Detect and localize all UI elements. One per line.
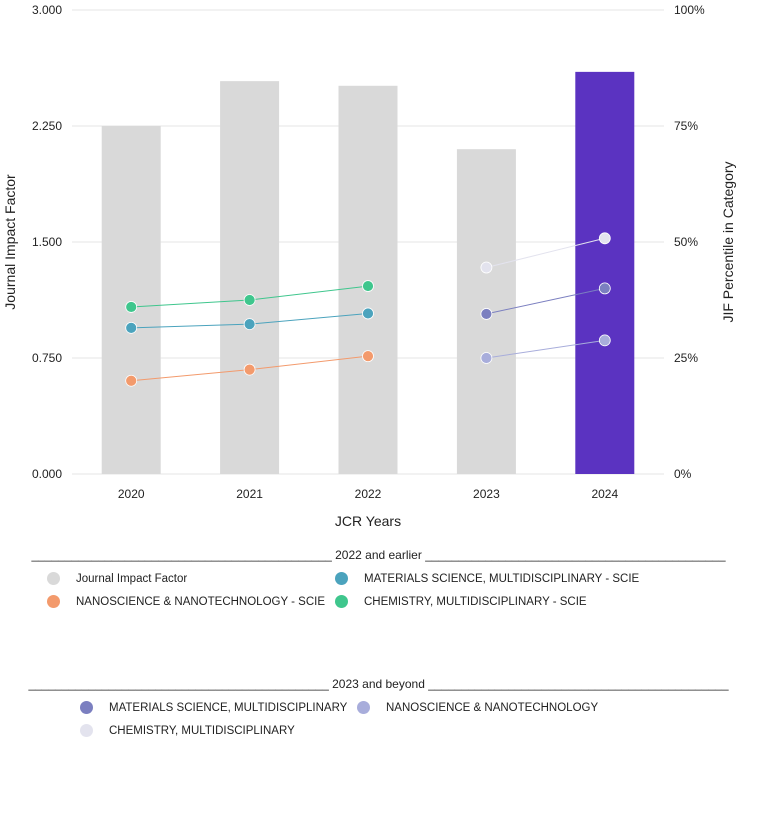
series-point-1-2022 bbox=[362, 350, 374, 363]
legend-swatch-materials-science-scie bbox=[335, 572, 348, 585]
y-right-tick-label: 100% bbox=[674, 3, 705, 17]
x-axis-title: JCR Years bbox=[335, 513, 401, 529]
series-point-0-2020 bbox=[125, 321, 138, 334]
series-point-1-2021 bbox=[243, 363, 256, 376]
series-point-4-2024 bbox=[598, 334, 611, 347]
legend-label-chemistry: CHEMISTRY, MULTIDISCIPLINARY bbox=[109, 724, 295, 737]
legend-item-chemistry[interactable]: CHEMISTRY, MULTIDISCIPLINARY bbox=[80, 724, 295, 737]
legend-item-chemistry-scie[interactable]: CHEMISTRY, MULTIDISCIPLINARY - SCIE bbox=[335, 595, 587, 608]
bar-jif-2024 bbox=[575, 71, 635, 474]
jif-chart: 0.000 0% 0.750 25% 1.500 50% 2.250 75% 3.000 100%… bbox=[2, 3, 736, 529]
y-tick-label: 2.250 bbox=[32, 119, 62, 133]
y-tick-label: 3.000 bbox=[32, 3, 62, 17]
series-point-2-2020 bbox=[125, 301, 138, 313]
legend-label-nanoscience-scie: NANOSCIENCE & NANOTECHNOLOGY - SCIE bbox=[76, 595, 325, 608]
legend-item-materials-science-scie[interactable]: MATERIALS SCIENCE, MULTIDISCIPLINARY - S… bbox=[335, 572, 639, 585]
series-point-2-2022 bbox=[362, 280, 374, 292]
y-tick-label: 1.500 bbox=[32, 235, 62, 249]
series-line-3 bbox=[486, 287, 605, 315]
legend-item-nanoscience-scie[interactable]: NANOSCIENCE & NANOTECHNOLOGY - SCIE bbox=[47, 595, 325, 608]
series-point-1-2020 bbox=[125, 374, 138, 387]
legend-label-materials-science-scie: MATERIALS SCIENCE, MULTIDISCIPLINARY - S… bbox=[364, 572, 640, 585]
legend-swatch-jif bbox=[47, 572, 60, 585]
legend-swatch-nanoscience bbox=[357, 701, 370, 714]
legend-item-materials-science[interactable]: MATERIALS SCIENCE, MULTIDISCIPLINARY bbox=[80, 701, 347, 714]
series-point-0-2022 bbox=[362, 307, 374, 320]
x-tick-label: 2023 bbox=[473, 487, 500, 501]
y-axis-title: Journal Impact Factor bbox=[2, 174, 18, 310]
legend-swatch-nanoscience-scie bbox=[47, 595, 60, 608]
y-tick-label: 0.750 bbox=[32, 351, 62, 365]
legend-item-jif[interactable]: Journal Impact Factor bbox=[47, 572, 187, 585]
x-tick-label: 2021 bbox=[236, 487, 263, 501]
legend-heading-2023-and-beyond: ________________________________________… bbox=[28, 677, 729, 691]
legend-label-materials-science: MATERIALS SCIENCE, MULTIDISCIPLINARY bbox=[109, 701, 348, 714]
bar-jif-2020 bbox=[101, 126, 161, 474]
y-right-tick-label: 75% bbox=[674, 119, 698, 133]
series-line-4 bbox=[486, 339, 605, 359]
legend-label-chemistry-scie: CHEMISTRY, MULTIDISCIPLINARY - SCIE bbox=[364, 595, 587, 608]
y-right-tick-label: 25% bbox=[674, 351, 698, 365]
y-tick-label: 0.000 bbox=[32, 467, 62, 481]
bar-jif-2021 bbox=[220, 81, 280, 474]
x-tick-label: 2022 bbox=[355, 487, 382, 501]
series-point-2-2021 bbox=[243, 294, 256, 306]
legend-item-nanoscience[interactable]: NANOSCIENCE & NANOTECHNOLOGY bbox=[357, 701, 598, 714]
legend-heading-2022-and-earlier: ________________________________________… bbox=[31, 548, 726, 562]
x-tick-label: 2020 bbox=[118, 487, 145, 501]
series-point-5-2023 bbox=[480, 261, 493, 274]
series-point-3-2023 bbox=[480, 308, 493, 320]
series-line-5 bbox=[486, 237, 605, 269]
legend-label-nanoscience: NANOSCIENCE & NANOTECHNOLOGY bbox=[386, 701, 599, 714]
legend-swatch-materials-science bbox=[80, 701, 93, 714]
legend-swatch-chemistry-scie bbox=[335, 595, 348, 608]
x-tick-label: 2024 bbox=[591, 487, 618, 501]
series-point-3-2024 bbox=[598, 282, 611, 295]
y-right-tick-label: 0% bbox=[674, 467, 692, 481]
legend-label-jif: Journal Impact Factor bbox=[76, 572, 188, 585]
bar-jif-2022 bbox=[338, 85, 398, 474]
y-right-tick-label: 50% bbox=[674, 235, 698, 249]
series-point-0-2021 bbox=[243, 318, 256, 331]
series-point-4-2023 bbox=[480, 352, 493, 364]
legend-swatch-chemistry bbox=[80, 724, 93, 737]
y-right-axis-title: JIF Percentile in Category bbox=[720, 161, 736, 322]
series-point-5-2024 bbox=[598, 232, 611, 245]
